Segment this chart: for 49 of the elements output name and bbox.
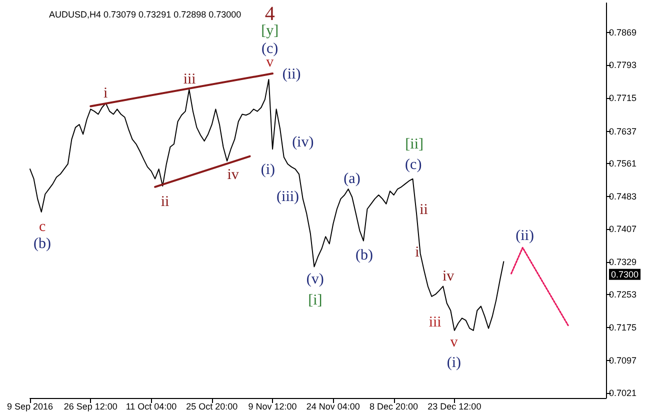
annotation: [i] [308,292,322,308]
annotation: 4 [264,2,275,25]
y-tick-label: 0.7637 [609,126,637,136]
annotation: (a) [344,171,360,188]
annotation: ii [160,194,170,210]
annotation: iii [428,314,442,330]
x-tick-label: 9 Sep 2016 [6,402,54,412]
y-tick-label: 0.7715 [609,93,637,104]
annotation: (v) [306,272,324,288]
annotation: (ii) [516,228,534,244]
annotation: i [415,244,420,261]
annotation: iv [442,268,455,285]
annotation: ii [420,202,428,218]
text: AUDUSD,H4 0.73079 0.73291 0.72898 0.73000 [49,10,242,20]
annotation: [y] [261,22,279,39]
x-tick-label: 26 Sep 12:00 [64,402,118,412]
y-tick-label: 0.7793 [609,60,637,70]
annotation: (b) [356,248,374,264]
annotation: v [450,334,458,350]
annotation: (iv) [292,134,314,150]
x-tick-label: 23 Dec 12:00 [428,402,482,412]
annotation: (iii) [276,189,300,206]
annotation: (b) [34,236,52,252]
annotation: (i) [260,162,276,178]
x-tick-label: 8 Dec 20:00 [370,402,418,412]
annotation: [ii] [405,136,424,152]
annotation: iv [227,167,240,184]
x-tick-label: 25 Oct 20:00 [186,402,238,412]
y-tick-label: 0.7869 [609,28,637,38]
annotation: (ii) [282,66,301,83]
y-tick-label: 0.7561 [609,158,637,169]
y-tick-label: 0.7175 [609,322,637,332]
annotation: c [38,218,46,235]
y-tick-label: 0.7097 [609,356,637,366]
annotation: (i) [446,355,462,372]
annotation: (c) [262,40,278,57]
y-tick-label: 0.7300 [611,269,639,280]
annotation: v [266,54,274,71]
y-tick-label: 0.7253 [609,289,637,300]
x-tick-label: 9 Nov 12:00 [248,402,297,412]
x-tick-label: 11 Oct 04:00 [126,402,177,412]
y-tick-label: 0.7329 [609,257,637,268]
y-tick-label: 0.7021 [609,388,637,398]
y-tick-label: 0.7407 [609,224,637,234]
y-tick-label: 0.7483 [609,192,637,202]
annotation: i [103,86,108,102]
annotation: iii [183,72,196,88]
x-tick-label: 24 Nov 04:00 [306,402,360,412]
annotation: (c) [405,157,422,174]
